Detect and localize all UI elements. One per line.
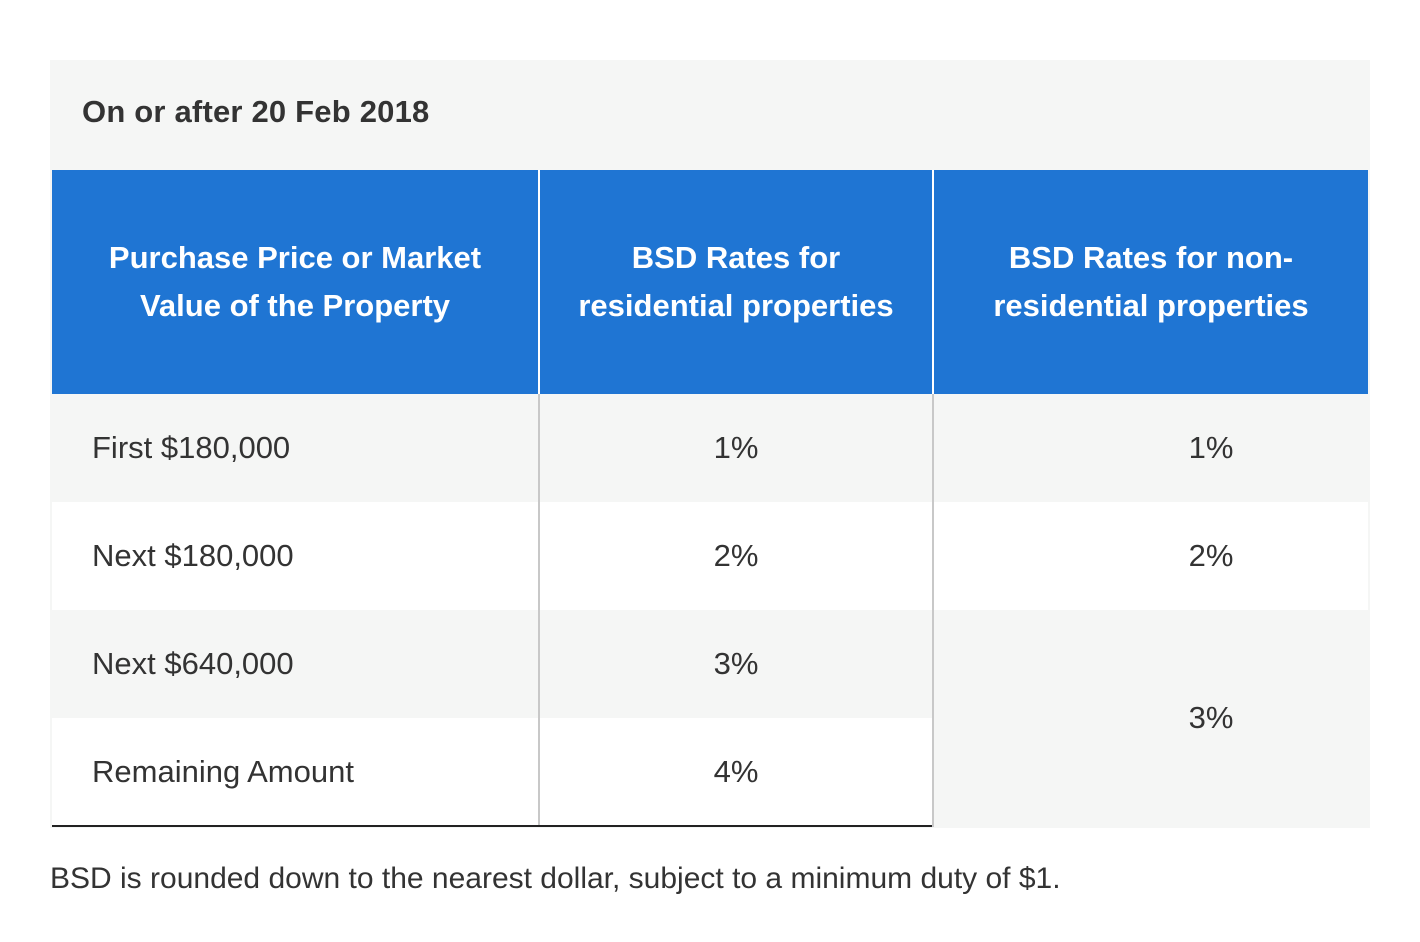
residential-rate-cell: 2% xyxy=(538,502,933,610)
non-residential-rate-cell-merged: 3% xyxy=(932,610,1368,826)
table-row: First $180,000 1% 1% xyxy=(52,394,1368,502)
table-header-row: Purchase Price or Market Value of the Pr… xyxy=(52,170,1368,394)
tier-cell: Next $640,000 xyxy=(52,610,539,718)
tier-cell: First $180,000 xyxy=(52,394,539,502)
residential-rate-cell: 4% xyxy=(538,718,933,827)
bsd-rates-table: Purchase Price or Market Value of the Pr… xyxy=(52,170,1368,827)
non-residential-rate-cell: 1% xyxy=(932,394,1368,502)
header-non-residential-rates: BSD Rates for non-residential properties xyxy=(932,170,1368,394)
rates-card: On or after 20 Feb 2018 Purchase Price o… xyxy=(50,60,1370,828)
table-row: Remaining Amount 4% xyxy=(52,718,1368,827)
table-row: Next $180,000 2% 2% xyxy=(52,502,1368,610)
residential-rate-cell: 1% xyxy=(538,394,933,502)
table-caption: On or after 20 Feb 2018 xyxy=(82,94,430,129)
tier-cell: Remaining Amount xyxy=(52,718,539,827)
footnote: BSD is rounded down to the nearest dolla… xyxy=(50,862,1061,895)
residential-rate-cell: 3% xyxy=(538,610,933,718)
tier-cell: Next $180,000 xyxy=(52,502,539,610)
header-purchase-price: Purchase Price or Market Value of the Pr… xyxy=(52,170,539,394)
header-residential-rates: BSD Rates for residential properties xyxy=(538,170,933,394)
table-row: Next $640,000 3% 3% xyxy=(52,610,1368,826)
non-residential-rate-cell: 2% xyxy=(932,502,1368,610)
